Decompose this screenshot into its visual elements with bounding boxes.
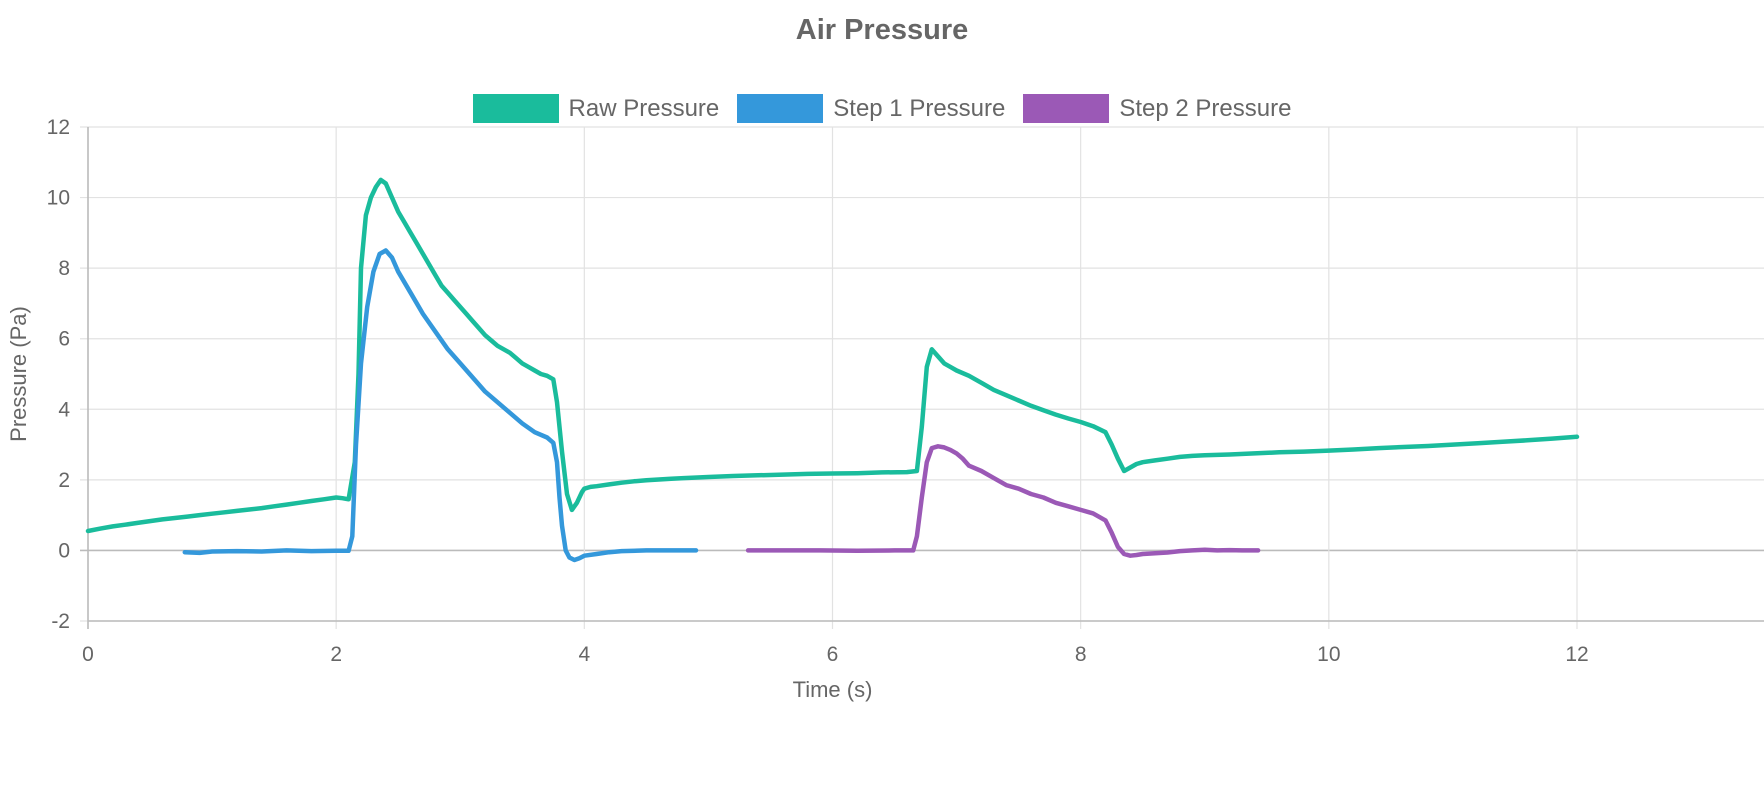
legend-item-step-2-pressure[interactable]: Step 2 Pressure (1023, 94, 1291, 123)
legend-swatch-raw-pressure (472, 94, 559, 123)
x-tick-label: 12 (1565, 643, 1588, 666)
y-tick-label: 10 (47, 187, 70, 210)
legend-label-step-1-pressure: Step 1 Pressure (833, 94, 1006, 122)
y-tick-label: 6 (58, 328, 70, 351)
y-tick-label: 8 (58, 257, 70, 280)
y-tick-label: 2 (58, 469, 70, 492)
grid (80, 126, 1764, 629)
legend: Raw Pressure Step 1 Pressure Step 2 Pres… (0, 94, 1764, 123)
x-tick-label: 8 (1075, 643, 1087, 666)
x-tick-label: 10 (1317, 643, 1340, 666)
x-tick-label: 0 (82, 643, 94, 666)
y-tick-label: 12 (47, 116, 70, 139)
x-tick-label: 4 (578, 643, 590, 666)
y-tick-label: -2 (51, 610, 70, 633)
legend-swatch-step-1-pressure (737, 94, 824, 123)
series-line-step-1-pressure[interactable] (182, 248, 699, 563)
x-tick-label: 6 (827, 643, 839, 666)
y-axis-title: Pressure (Pa) (6, 306, 31, 442)
chart-title: Air Pressure (795, 14, 969, 46)
series-lines (85, 177, 1580, 563)
legend-label-step-2-pressure: Step 2 Pressure (1119, 94, 1292, 122)
legend-item-raw-pressure[interactable]: Raw Pressure (472, 94, 720, 123)
y-tick-label: 4 (58, 398, 70, 421)
series-line-step-2-pressure[interactable] (745, 444, 1261, 558)
tick-labels: 12 10 8 6 4 2 0 -2 0 2 4 6 8 10 12 (47, 116, 1589, 666)
x-tick-label: 2 (330, 643, 342, 666)
legend-swatch-step-2-pressure (1023, 94, 1110, 123)
legend-label-raw-pressure: Raw Pressure (568, 94, 720, 122)
series-line-raw-pressure[interactable] (85, 177, 1580, 534)
y-tick-label: 0 (58, 539, 70, 562)
x-axis-title: Time (s) (793, 677, 873, 702)
legend-item-step-1-pressure[interactable]: Step 1 Pressure (737, 94, 1005, 123)
